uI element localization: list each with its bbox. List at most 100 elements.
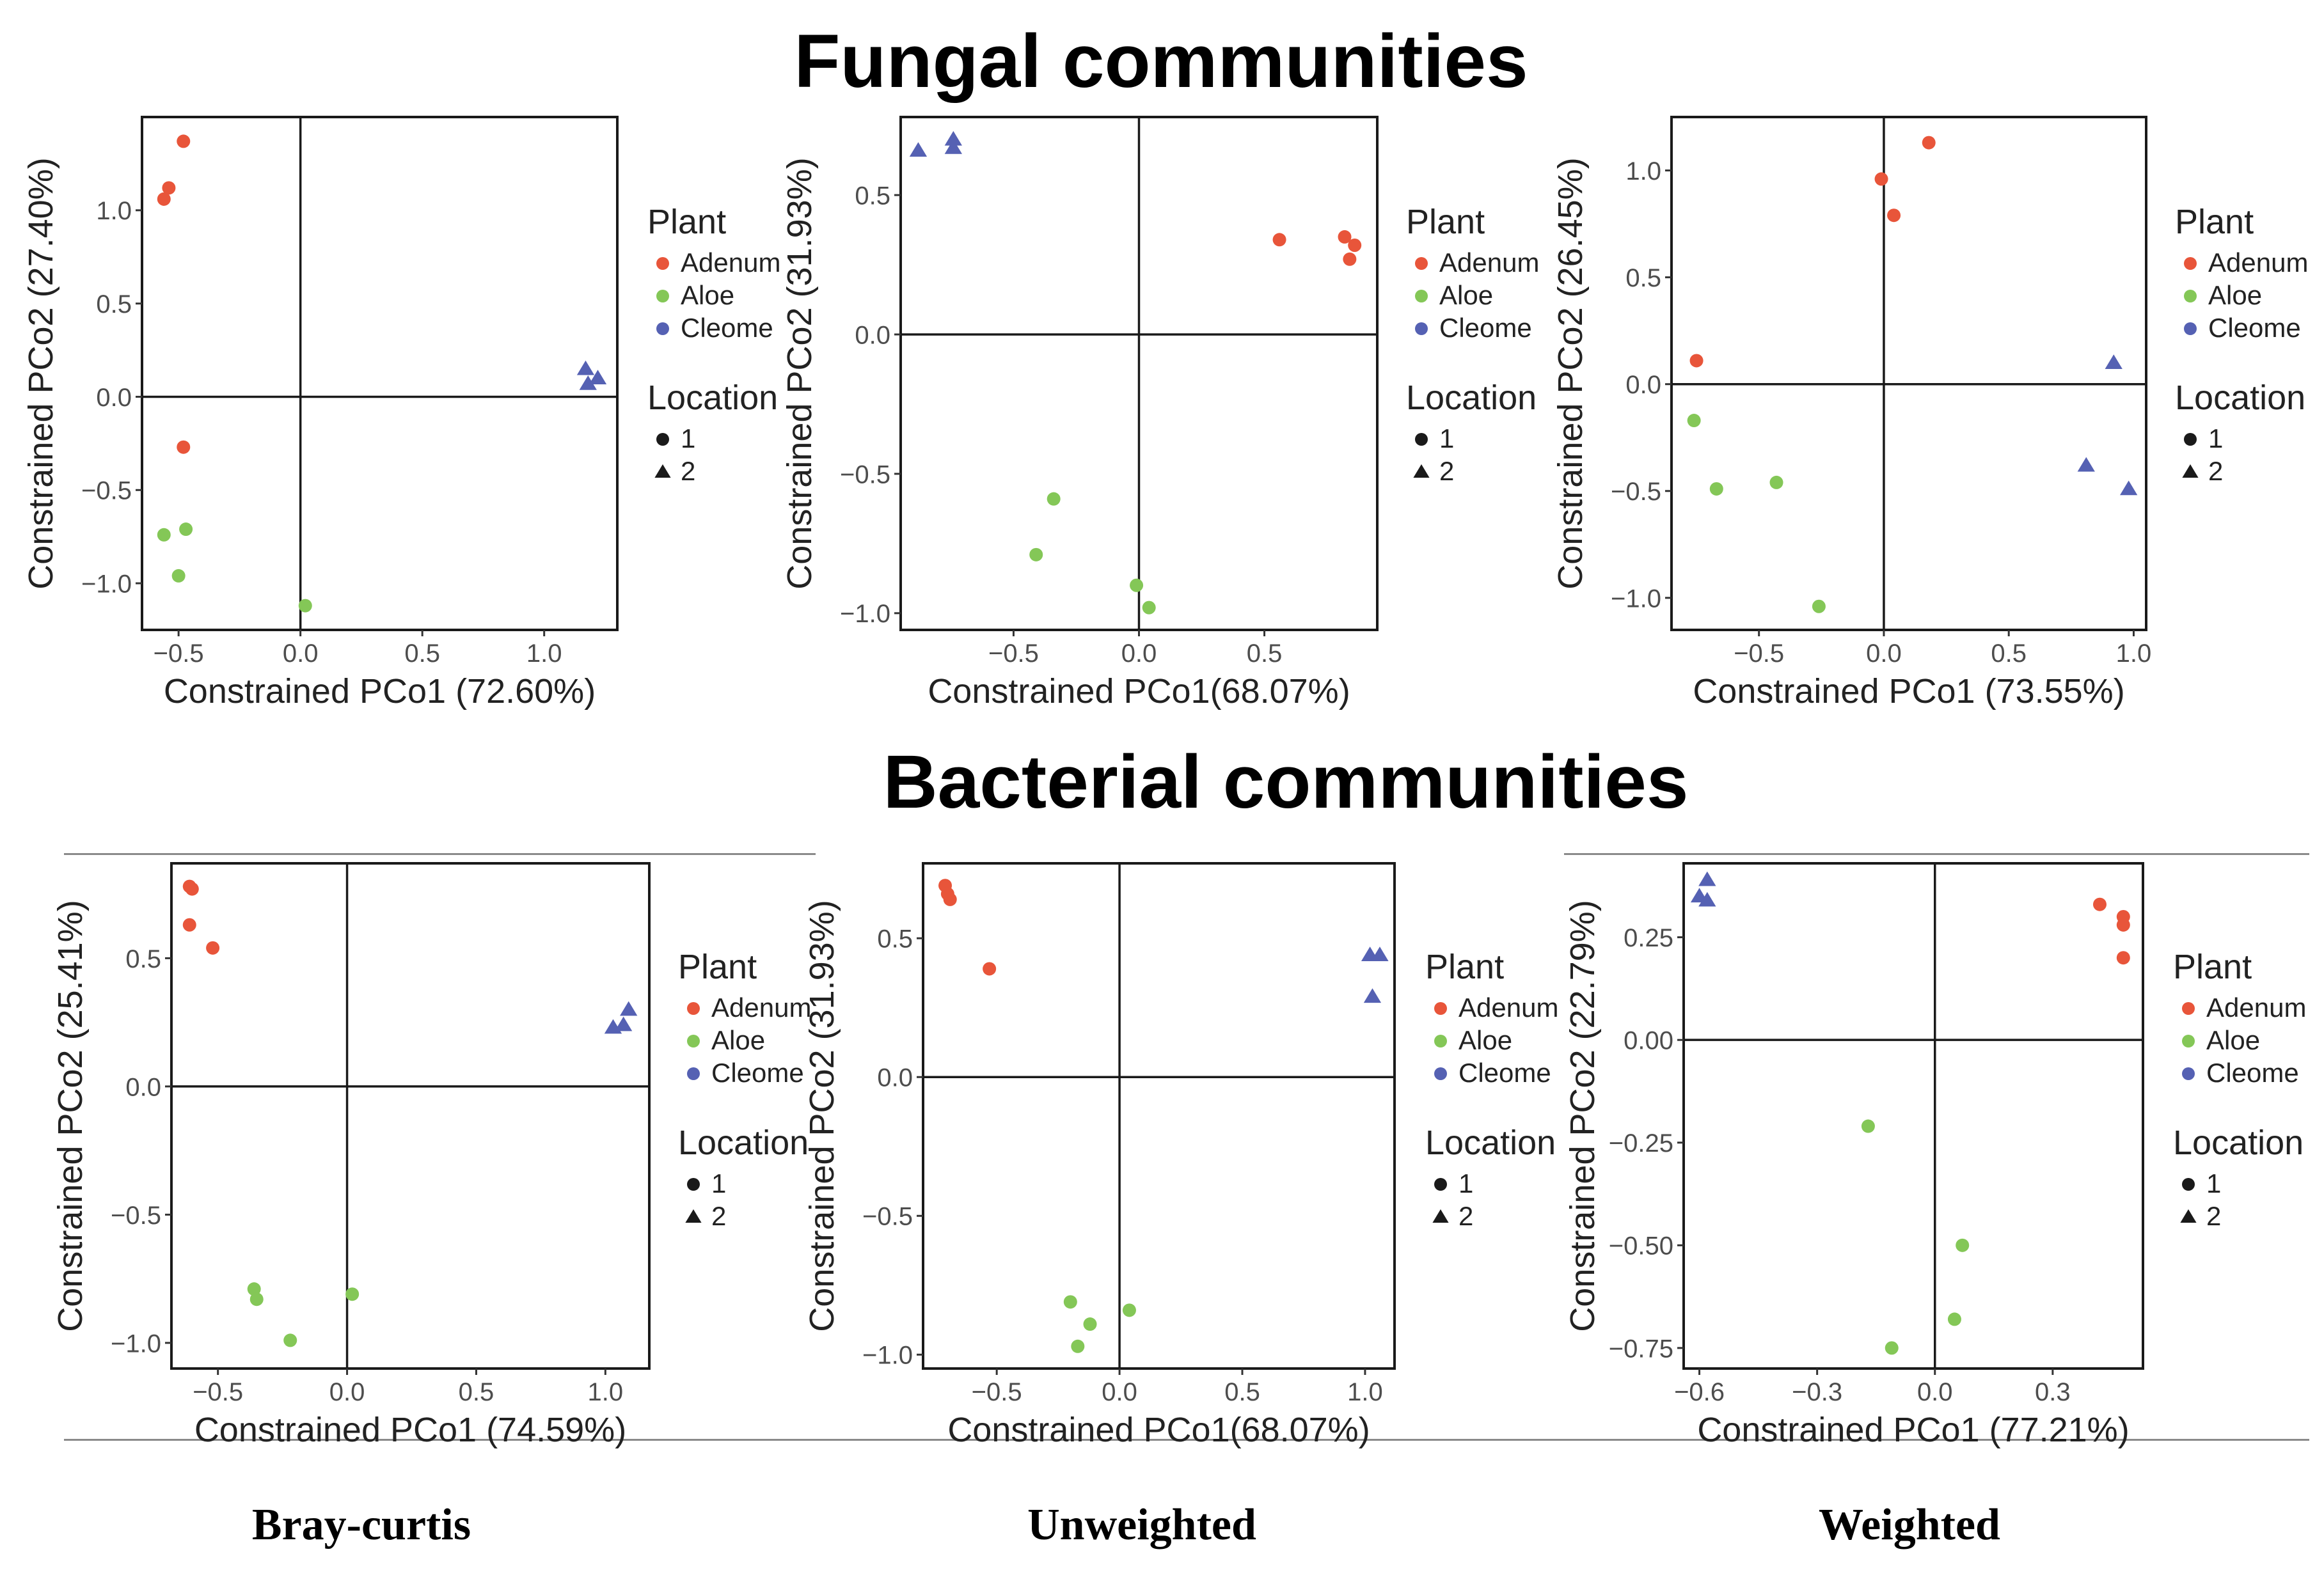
data-point-aloe-circle [283,1333,297,1347]
y-tick-label: −0.5 [840,460,890,489]
y-tick-label: 0.0 [855,321,890,349]
legend-label-cleome: Cleome [1458,1058,1551,1088]
x-axis-label: Constrained PCo1 (73.55%) [1693,672,2124,710]
data-point-aloe-circle [1122,1303,1136,1317]
y-tick-label: 1.0 [96,197,132,225]
legend-label-cleome: Cleome [2208,313,2301,343]
data-point-aloe-circle [1956,1238,1970,1252]
legend-circle-icon [1434,1178,1447,1191]
legend-dot-adenum [2184,257,2197,270]
legend-dot-cleome [2184,322,2197,335]
legend-location-label: 2 [1439,456,1454,486]
y-axis-label: Constrained PCo2 (27.40%) [22,157,60,589]
legend-label-aloe: Aloe [711,1025,765,1055]
legend-triangle-icon [2182,464,2199,478]
pcoa-panel-6: −0.6 −0.3 0.0 0.3 −0.75 −0.50 −0.25 0.00 0.25 Con… [1563,862,2306,1449]
data-point-adenum-circle [157,192,171,206]
data-point-adenum-circle [1348,239,1362,252]
legend-location-label: 2 [2206,1201,2221,1231]
legend-location-label: 1 [1439,423,1454,453]
data-point-adenum-circle [2092,897,2107,911]
data-point-aloe-circle [1812,599,1826,613]
data-point-adenum-circle [1338,230,1352,244]
legend-title-plant: Plant [647,203,726,241]
pcoa-panel-5: −0.5 0.0 0.5 1.0 −1.0 −0.5 0.0 0.5 Constrained P… [803,862,1558,1449]
x-tick-label: −0.5 [193,1378,243,1406]
data-point-aloe-circle [1071,1339,1085,1353]
legend-dot-adenum [2182,1002,2195,1015]
legend-title-plant: Plant [2175,203,2254,241]
separator-top-right [1564,853,2309,855]
plot-frame [170,862,651,1370]
legend-label-aloe: Aloe [2206,1025,2260,1055]
x-axis-label: Constrained PCo1 (74.59%) [194,1411,626,1449]
legend-dot-adenum [656,257,669,270]
bacterial-title: Bacterial communities [883,740,1689,824]
plot-frame [141,116,619,631]
y-axis-label: Constrained PCo2 (25.41%) [51,900,90,1331]
legend-dot-adenum [687,1002,700,1015]
x-tick-label: 0.0 [1917,1378,1953,1406]
legend-dot-cleome [1415,322,1428,335]
data-point-cleome-triangle [620,1001,638,1016]
data-point-cleome-triangle [944,139,962,154]
legend-triangle-icon [1413,464,1430,478]
data-point-aloe-circle [1083,1317,1097,1331]
data-point-adenum-circle [983,962,997,976]
data-point-aloe-circle [1861,1119,1875,1133]
legend-label-aloe: Aloe [1458,1025,1512,1055]
y-tick-label: −1.0 [111,1330,161,1358]
legend-label-cleome: Cleome [681,313,773,343]
y-tick-label: −1.0 [862,1342,913,1370]
legend-title-plant: Plant [2173,948,2252,986]
x-tick-label: 0.5 [1247,639,1283,668]
data-point-adenum-circle [1874,172,1888,186]
x-tick-label: 0.0 [1866,639,1902,668]
y-tick-label: 0.0 [877,1064,913,1092]
data-point-aloe-circle [1029,547,1043,561]
data-point-aloe-circle [1769,475,1783,489]
x-tick-label: 0.0 [283,639,319,668]
y-tick-label: 0.0 [96,384,132,412]
x-tick-label: −0.5 [154,639,204,668]
legend-location-label: 2 [1458,1201,1473,1231]
y-tick-label: −1.0 [81,570,132,598]
legend-dot-aloe [2184,290,2197,302]
x-axis-label: Constrained PCo1 (72.60%) [164,672,596,710]
legend-label-adenum: Adenum [711,992,811,1023]
x-tick-label: 0.3 [2035,1378,2071,1406]
x-axis-label: Constrained PCo1(68.07%) [947,1411,1370,1449]
x-tick-label: −0.3 [1792,1378,1842,1406]
legend-label-adenum: Adenum [2208,247,2308,278]
legend-label-aloe: Aloe [1439,280,1493,310]
data-point-cleome-triangle [1363,988,1382,1003]
legend-title-location: Location [1425,1124,1556,1162]
data-point-adenum-circle [2116,951,2130,965]
data-point-adenum-circle [177,440,191,454]
y-tick-label: −0.5 [81,477,132,505]
data-point-cleome-triangle [576,360,595,375]
legend-triangle-icon [654,464,671,478]
y-tick-label: 0.5 [855,182,890,210]
legend-title-plant: Plant [678,948,757,986]
fungal-title: Fungal communities [794,19,1528,104]
y-tick-label: −1.0 [1611,585,1661,613]
data-point-aloe-circle [1709,482,1723,496]
legend-circle-icon [2182,1178,2195,1191]
data-point-aloe-circle [179,522,193,537]
x-tick-label: 1.0 [1347,1378,1383,1406]
x-tick-label: 0.5 [404,639,440,668]
data-point-aloe-circle [171,569,186,583]
data-point-adenum-circle [162,181,176,195]
legend-triangle-icon [1432,1209,1449,1223]
legend-title-location: Location [647,379,778,417]
legend-location-label: 1 [681,423,695,453]
data-point-aloe-circle [249,1292,264,1306]
legend-title-location: Location [678,1124,809,1162]
x-tick-label: 1.0 [2116,639,2152,668]
data-point-adenum-circle [1343,252,1357,266]
legend-title-location: Location [1406,379,1537,417]
data-point-adenum-circle [943,892,957,906]
pcoa-panel-2: −0.5 0.0 0.5 −1.0 −0.5 0.0 0.5 Constrained PCo1… [780,116,1539,710]
